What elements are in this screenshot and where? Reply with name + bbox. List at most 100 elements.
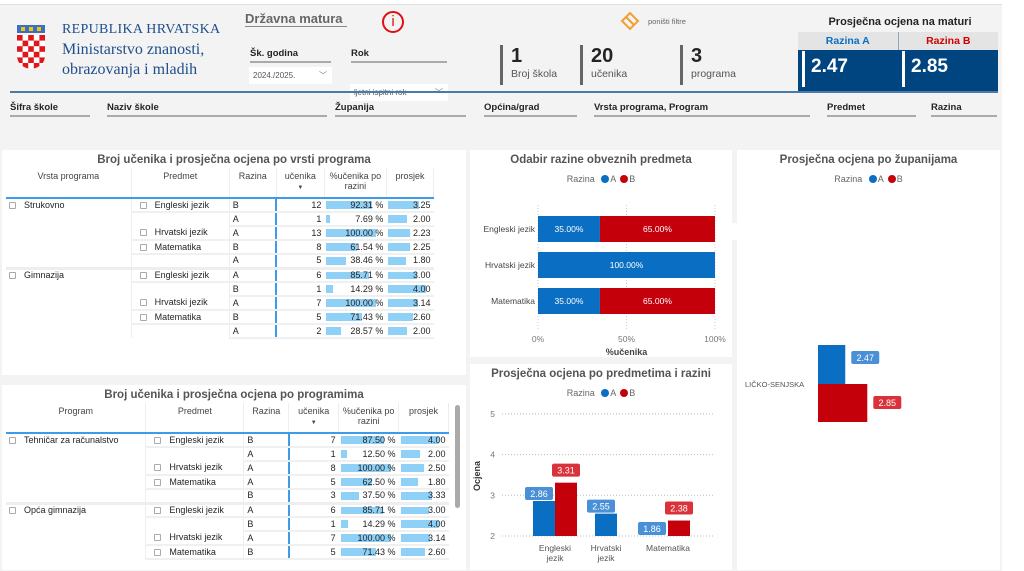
column-b[interactable] bbox=[668, 520, 690, 536]
column-a[interactable] bbox=[595, 513, 617, 536]
cell-level: B bbox=[229, 240, 277, 255]
cell-level: B bbox=[229, 310, 277, 325]
reset-filters-button[interactable]: poništi filtre bbox=[620, 11, 686, 31]
expand-icon[interactable] bbox=[154, 548, 162, 556]
filter-label-wrap: Županija bbox=[335, 102, 466, 117]
page-title-link[interactable]: Državna matura bbox=[245, 11, 347, 27]
column-header-label: %učenika po razini bbox=[342, 406, 395, 426]
cell-average: 2.00 bbox=[386, 212, 434, 227]
table-row[interactable]: Tehničar za računalstvo Engleski jezik B 7 8… bbox=[6, 433, 449, 448]
cell-count: 12 bbox=[275, 198, 325, 213]
expand-icon[interactable] bbox=[9, 507, 16, 515]
expand-icon[interactable] bbox=[9, 272, 16, 280]
legend-title: Razina bbox=[566, 174, 595, 184]
table-row[interactable]: Matematika B 5 71.43 % 2.60 bbox=[6, 310, 434, 325]
table-row[interactable]: Gimnazija Engleski jezik A 6 85.71 % 3.00 bbox=[6, 266, 434, 283]
bar-segment-a[interactable] bbox=[538, 288, 600, 314]
table-row[interactable]: Hrvatski jezik A 7 100.00 % 3.14 bbox=[6, 296, 434, 311]
bar-b[interactable] bbox=[818, 384, 868, 422]
table-row[interactable]: Matematika B 8 61.54 % 2.25 bbox=[6, 240, 434, 255]
table-row[interactable]: Matematika B 5 71.43 % 2.60 bbox=[6, 545, 449, 560]
column-header[interactable]: prosjek bbox=[398, 403, 449, 434]
column-header[interactable]: %učenika po razini bbox=[338, 403, 400, 434]
column-chart: 2345OcjenaEngleskijezik2.863.31Hrvatskij… bbox=[472, 409, 713, 563]
expand-icon[interactable] bbox=[139, 243, 147, 251]
column-header[interactable]: Razina bbox=[229, 168, 277, 199]
logo-text-ministry-2: obrazovanja i mladih bbox=[62, 61, 198, 78]
cell-level: A bbox=[243, 531, 289, 546]
data-label-bg bbox=[851, 351, 880, 364]
info-icon[interactable]: i bbox=[382, 11, 404, 33]
cell-count: 13 bbox=[275, 226, 325, 241]
table-row[interactable]: B 1 14.29 % 4.00 bbox=[6, 282, 434, 297]
expand-icon[interactable] bbox=[9, 437, 16, 444]
table-header-row: Vrsta programa Predmet Razina učenika ▼ %učen… bbox=[6, 168, 435, 199]
expand-icon[interactable] bbox=[154, 436, 162, 444]
table-row[interactable]: B 1 14.29 % 4.00 bbox=[6, 517, 449, 532]
table-scrollbar[interactable] bbox=[455, 405, 460, 508]
expand-icon[interactable] bbox=[154, 464, 162, 471]
expand-icon[interactable] bbox=[139, 299, 147, 306]
cell-level: A bbox=[243, 501, 289, 518]
table-row[interactable]: A 1 7.69 % 2.00 bbox=[6, 212, 434, 227]
cell-level: B bbox=[243, 489, 289, 504]
average-databar bbox=[388, 243, 410, 251]
expand-icon[interactable] bbox=[139, 229, 147, 236]
table-row[interactable]: Opća gimnazija Engleski jezik A 6 85.71 % 3.0… bbox=[6, 501, 449, 518]
bar-segment-a[interactable] bbox=[538, 252, 715, 278]
table-row[interactable]: Strukovno Engleski jezik B 12 92.31 % 3.25 bbox=[6, 198, 434, 213]
expand-icon[interactable] bbox=[154, 478, 162, 486]
percent-databar bbox=[340, 492, 360, 500]
column-header-label: Vrsta programa bbox=[37, 171, 100, 181]
row-group: Opća gimnazija bbox=[24, 505, 87, 516]
expand-icon[interactable] bbox=[154, 506, 162, 514]
expand-icon[interactable] bbox=[139, 201, 147, 209]
cell-average: 3.25 bbox=[386, 198, 434, 213]
percent-value: 100.00 % bbox=[357, 532, 396, 543]
table-row[interactable]: Hrvatski jezik A 8 100.00 % 2.50 bbox=[6, 461, 449, 476]
year-dropdown[interactable]: 2024./2025. ﹀ bbox=[249, 67, 332, 84]
expand-icon[interactable] bbox=[154, 534, 162, 541]
bar-a[interactable] bbox=[818, 345, 846, 384]
cell-count: 7 bbox=[287, 433, 339, 448]
expand-icon[interactable] bbox=[139, 313, 147, 321]
row-subject: Engleski jezik bbox=[169, 504, 224, 515]
data-label-bg bbox=[873, 396, 902, 409]
column-header[interactable]: prosjek bbox=[386, 168, 435, 199]
table-row[interactable]: A 1 12.50 % 2.00 bbox=[6, 447, 449, 462]
cell-percent: 71.43 % bbox=[338, 545, 399, 560]
column-a[interactable] bbox=[533, 500, 555, 536]
table-row[interactable]: Matematika A 5 62.50 % 1.80 bbox=[6, 475, 449, 490]
table-row[interactable]: B 3 37.50 % 3.33 bbox=[6, 489, 449, 504]
column-b[interactable] bbox=[555, 482, 577, 536]
average-databar bbox=[388, 257, 406, 265]
expand-icon[interactable] bbox=[9, 202, 16, 209]
x-axis-title: %učenika bbox=[606, 347, 649, 357]
cell-count: 6 bbox=[287, 501, 339, 518]
average-databar bbox=[388, 215, 408, 223]
column-header[interactable]: Program bbox=[6, 403, 147, 434]
legend-dot-b bbox=[620, 389, 629, 397]
column-header[interactable]: Razina bbox=[243, 403, 290, 434]
column-header[interactable]: učenika ▼ bbox=[276, 168, 325, 199]
table-row[interactable]: A 2 28.57 % 2.00 bbox=[6, 324, 434, 339]
bar-segment-a[interactable] bbox=[538, 216, 600, 242]
expand-icon[interactable] bbox=[139, 271, 147, 279]
table-row[interactable]: Hrvatski jezik A 13 100.00 % 2.23 bbox=[6, 226, 434, 241]
table-row[interactable]: A 5 38.46 % 1.80 bbox=[6, 254, 434, 269]
column-header[interactable]: Vrsta programa bbox=[6, 168, 132, 199]
column-header[interactable]: Predmet bbox=[131, 168, 230, 199]
kpi-value: 3 bbox=[691, 45, 703, 67]
column-header[interactable]: %učenika po razini bbox=[324, 168, 387, 199]
cell-level: A bbox=[229, 226, 277, 241]
table-row[interactable]: Hrvatski jezik A 7 100.00 % 3.14 bbox=[6, 531, 449, 546]
average-databar bbox=[400, 450, 420, 458]
bar-segment-b[interactable] bbox=[599, 288, 715, 314]
percent-value: 100.00 % bbox=[357, 462, 396, 473]
cell-count: 7 bbox=[275, 296, 325, 311]
column-header[interactable]: Predmet bbox=[145, 403, 245, 434]
column-header[interactable]: učenika ▼ bbox=[288, 403, 340, 434]
bar-segment-b[interactable] bbox=[599, 216, 715, 242]
cell-count: 3 bbox=[287, 489, 339, 504]
sort-desc-icon: ▼ bbox=[310, 420, 317, 426]
